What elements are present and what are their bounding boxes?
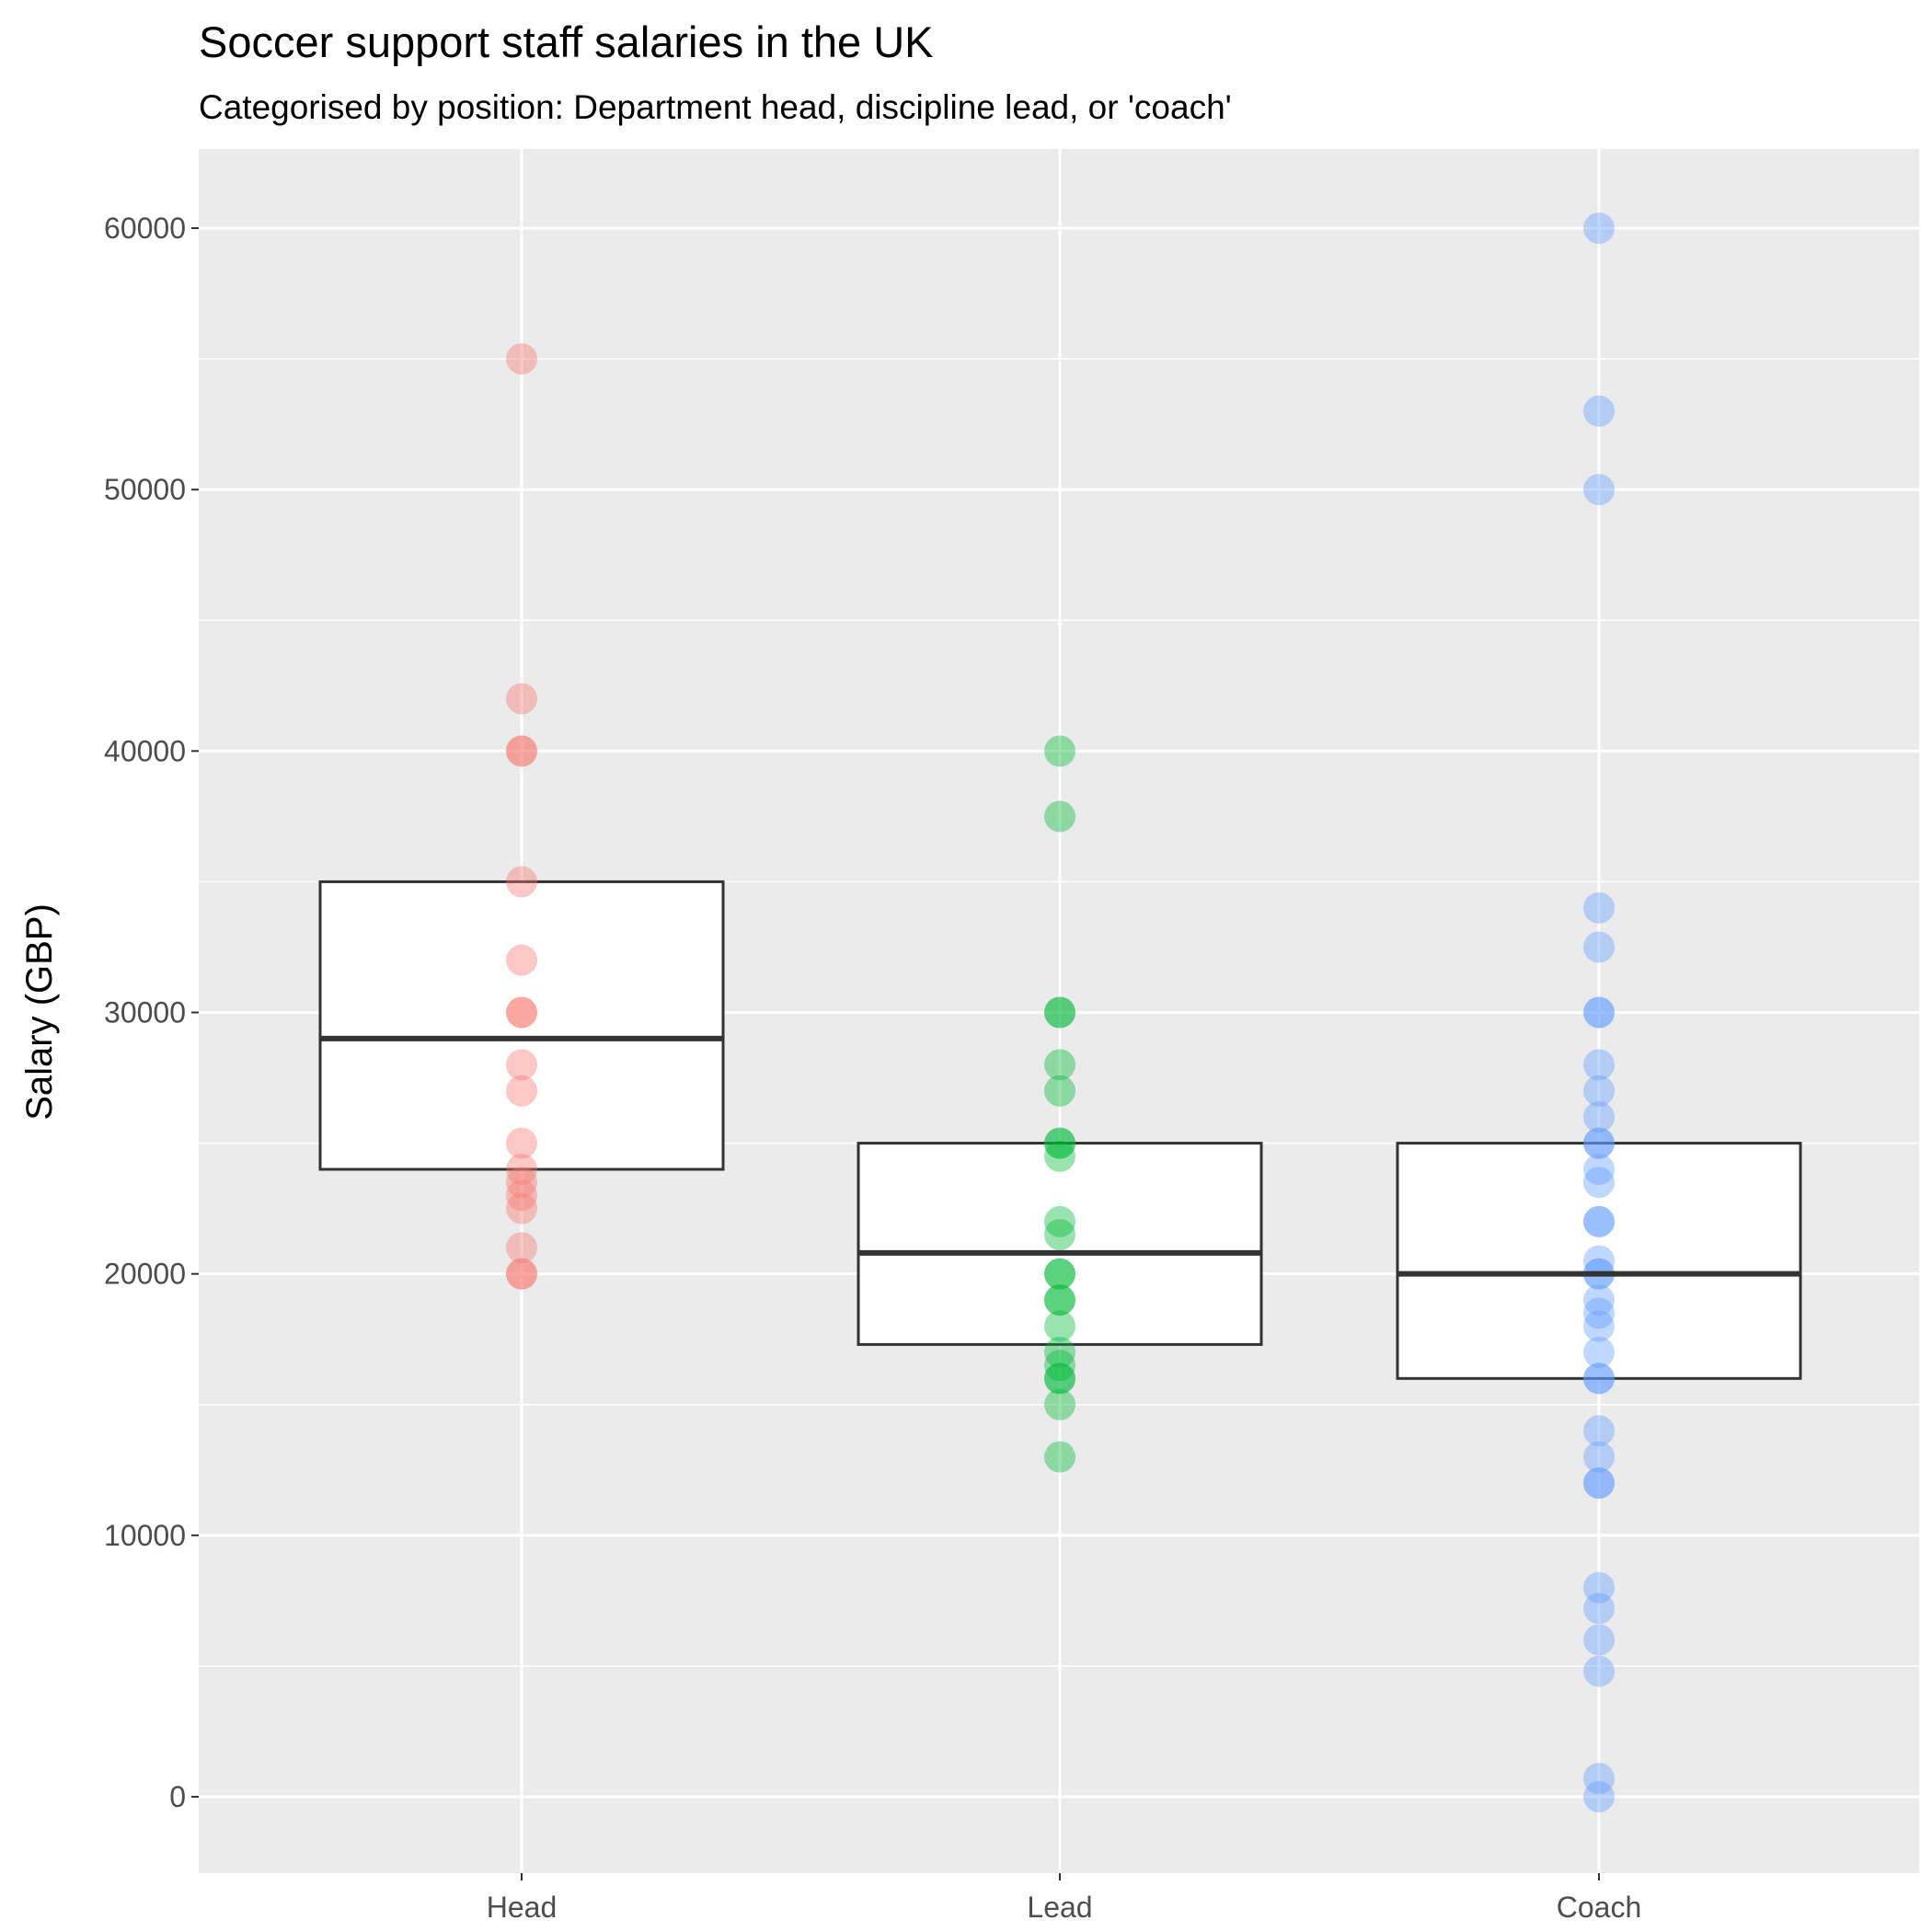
box-coach	[1396, 1142, 1802, 1380]
data-point-coach	[1583, 1245, 1615, 1277]
data-point-coach	[1583, 1205, 1615, 1237]
data-point-lead	[1044, 996, 1075, 1029]
data-point-head	[506, 1192, 537, 1225]
data-point-lead	[1044, 1363, 1075, 1395]
data-point-coach	[1583, 1297, 1615, 1329]
data-point-coach	[1583, 891, 1615, 924]
data-point-coach	[1583, 1101, 1615, 1133]
data-point-coach	[1583, 1049, 1615, 1081]
y-tick-label: 20000	[104, 1258, 186, 1291]
data-point-lead	[1044, 1258, 1075, 1290]
data-point-lead	[1044, 1258, 1075, 1290]
data-point-coach	[1583, 1310, 1615, 1342]
data-point-coach	[1583, 1781, 1615, 1812]
data-point-coach	[1583, 1571, 1615, 1604]
data-point-lead	[1044, 1284, 1075, 1317]
x-tick-label-head: Head	[487, 1891, 558, 1924]
data-point-head	[506, 1127, 537, 1159]
data-point-lead	[1044, 1075, 1075, 1107]
data-point-head	[506, 683, 537, 715]
data-point-coach	[1583, 1336, 1615, 1368]
data-point-head	[506, 735, 537, 767]
data-point-lead	[1044, 1127, 1075, 1159]
y-tick-label: 10000	[104, 1519, 186, 1552]
data-point-head	[506, 735, 537, 767]
data-point-coach	[1583, 1154, 1615, 1185]
data-point-coach	[1583, 1284, 1615, 1317]
data-point-lead	[1044, 1336, 1075, 1368]
points-layer	[506, 213, 1615, 1812]
data-point-coach	[1583, 474, 1615, 506]
data-point-coach	[1583, 1167, 1615, 1199]
data-point-head	[506, 343, 537, 375]
data-point-coach	[1583, 1593, 1615, 1625]
data-point-lead	[1044, 1350, 1075, 1382]
data-point-head	[506, 1179, 537, 1212]
data-point-lead	[1044, 996, 1075, 1029]
x-tick-label-coach: Coach	[1557, 1891, 1642, 1924]
data-point-lead	[1044, 1284, 1075, 1317]
boxes-layer	[318, 880, 1802, 1380]
data-point-coach	[1583, 1363, 1615, 1395]
y-tick-label: 30000	[104, 996, 186, 1029]
data-point-coach	[1583, 1624, 1615, 1656]
data-point-coach	[1583, 1655, 1615, 1687]
box-head	[318, 880, 725, 1171]
data-point-head	[506, 1232, 537, 1264]
data-point-coach	[1583, 213, 1615, 244]
data-point-coach	[1583, 996, 1615, 1029]
data-point-lead	[1044, 1310, 1075, 1342]
data-point-head	[506, 1049, 537, 1081]
data-point-lead	[1044, 735, 1075, 767]
data-point-head	[506, 1258, 537, 1290]
data-point-coach	[1583, 1075, 1615, 1107]
y-axis-title: Salary (GBP)	[19, 903, 60, 1121]
data-point-coach	[1583, 1415, 1615, 1447]
data-point-head	[506, 1258, 537, 1290]
data-point-lead	[1044, 1219, 1075, 1251]
data-point-lead	[1044, 1441, 1075, 1473]
y-tick-label: 40000	[104, 734, 186, 767]
data-point-head	[506, 944, 537, 976]
data-point-head	[506, 1075, 537, 1107]
data-point-lead	[1044, 1127, 1075, 1159]
x-tick-label-lead: Lead	[1027, 1891, 1092, 1924]
y-tick-label: 0	[169, 1780, 186, 1813]
data-point-coach	[1583, 1363, 1615, 1395]
data-point-coach	[1583, 996, 1615, 1029]
data-point-head	[506, 1154, 537, 1185]
data-point-lead	[1044, 800, 1075, 833]
data-point-coach	[1583, 1763, 1615, 1795]
data-point-head	[506, 996, 537, 1029]
data-point-coach	[1583, 931, 1615, 963]
box-lead	[857, 1142, 1263, 1346]
chart-subtitle: Categorised by position: Department head…	[199, 88, 1232, 126]
medians-layer	[320, 1035, 1800, 1277]
y-tick-label: 60000	[104, 212, 186, 245]
data-point-lead	[1044, 1388, 1075, 1420]
data-point-lead	[1044, 1049, 1075, 1081]
data-point-coach	[1583, 1467, 1615, 1499]
data-point-lead	[1044, 1140, 1075, 1172]
data-point-coach	[1583, 1127, 1615, 1159]
data-point-coach	[1583, 395, 1615, 427]
data-point-head	[506, 996, 537, 1029]
data-point-head	[506, 1167, 537, 1199]
data-point-coach	[1583, 1441, 1615, 1473]
x-axis: Head Lead Coach	[487, 1873, 1642, 1924]
data-point-lead	[1044, 1205, 1075, 1237]
data-point-head	[506, 866, 537, 898]
chart-title: Soccer support staff salaries in the UK	[199, 17, 934, 66]
y-axis: 0 10000 20000 30000 40000 50000 60000	[104, 212, 199, 1813]
y-tick-label: 50000	[104, 473, 186, 506]
data-point-coach	[1583, 1205, 1615, 1237]
data-point-lead	[1044, 1363, 1075, 1395]
data-point-coach	[1583, 1467, 1615, 1499]
data-point-coach	[1583, 1127, 1615, 1159]
